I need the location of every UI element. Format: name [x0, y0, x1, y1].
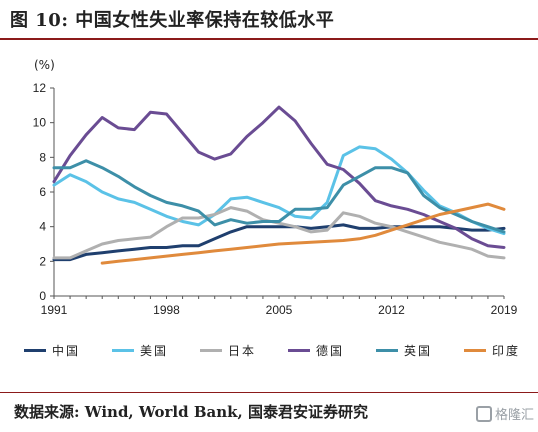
- series-line-5: [52, 159, 506, 234]
- source-note: 数据来源: Wind, World Bank, 国泰君安证券研究: [14, 403, 368, 421]
- legend-label: 印度: [492, 343, 521, 358]
- legend-label: 中国: [52, 343, 81, 358]
- legend-item: 日本: [200, 342, 256, 358]
- page-title: 图 10: 中国女性失业率保持在较低水平: [10, 10, 335, 31]
- y-tick-label: 6: [39, 185, 46, 199]
- legend-item: 中国: [24, 342, 80, 358]
- legend-item: 英国: [376, 342, 432, 358]
- chart-legend: 中国 美国 日本 德国 英国 印度: [24, 342, 534, 358]
- x-tick-label: 2019: [491, 303, 518, 317]
- y-tick-label: 10: [33, 116, 47, 130]
- watermark-text: 格隆汇: [494, 408, 534, 423]
- legend-swatch: [464, 348, 486, 352]
- y-tick-label: 0: [39, 289, 46, 303]
- x-tick-label: 1991: [41, 303, 68, 317]
- glh-logo-icon: [475, 405, 492, 422]
- legend-label: 日本: [228, 343, 257, 358]
- source-divider: [0, 392, 538, 393]
- y-tick-label: 4: [39, 220, 46, 234]
- line-chart: 0 2 4 6 8 10 12 1991 1998 2005 2012 2019: [33, 81, 518, 317]
- legend-item: 美国: [112, 342, 168, 358]
- legend-label: 美国: [140, 343, 169, 358]
- legend-swatch: [376, 348, 398, 352]
- series-line-6: [100, 202, 506, 265]
- y-tick-label: 8: [39, 150, 46, 164]
- y-tick-label: 12: [33, 81, 47, 95]
- legend-swatch: [288, 348, 310, 352]
- series-line-3: [52, 206, 506, 260]
- legend-swatch: [112, 348, 134, 352]
- x-tick-label: 2012: [378, 303, 405, 317]
- legend-item: 印度: [464, 342, 520, 358]
- watermark: 格隆汇: [475, 404, 534, 423]
- x-tick-label: 1998: [153, 303, 180, 317]
- legend-swatch: [24, 348, 46, 352]
- series-line-1: [52, 223, 506, 262]
- x-tick-label: 2005: [266, 303, 293, 317]
- y-axis-unit: (%): [34, 58, 55, 72]
- legend-item: 德国: [288, 342, 344, 358]
- legend-swatch: [200, 348, 222, 352]
- legend-label: 英国: [404, 343, 433, 358]
- y-tick-label: 2: [39, 254, 46, 268]
- series-line-2: [52, 145, 506, 236]
- legend-label: 德国: [316, 343, 345, 358]
- title-divider: [0, 38, 538, 40]
